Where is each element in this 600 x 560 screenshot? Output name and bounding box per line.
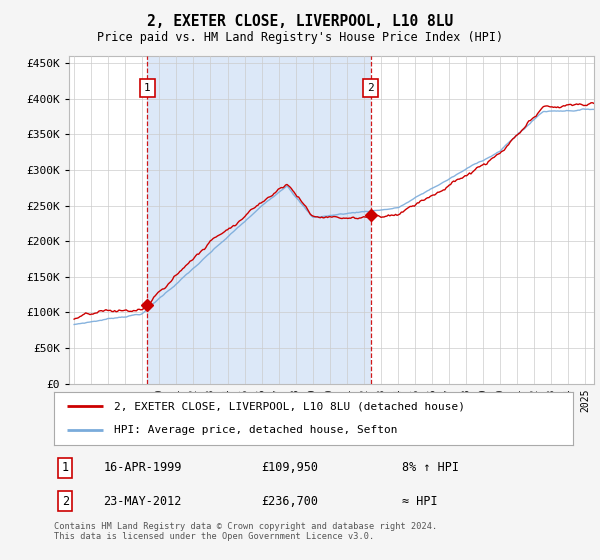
Text: 2: 2 [367,83,374,93]
Text: Price paid vs. HM Land Registry's House Price Index (HPI): Price paid vs. HM Land Registry's House … [97,31,503,44]
Text: 2, EXETER CLOSE, LIVERPOOL, L10 8LU: 2, EXETER CLOSE, LIVERPOOL, L10 8LU [147,14,453,29]
Text: 16-APR-1999: 16-APR-1999 [103,461,182,474]
Text: 1: 1 [62,461,69,474]
Text: 1: 1 [144,83,151,93]
Text: 8% ↑ HPI: 8% ↑ HPI [402,461,459,474]
Text: ≈ HPI: ≈ HPI [402,494,437,508]
Text: 23-MAY-2012: 23-MAY-2012 [103,494,182,508]
Text: Contains HM Land Registry data © Crown copyright and database right 2024.
This d: Contains HM Land Registry data © Crown c… [54,522,437,542]
Text: HPI: Average price, detached house, Sefton: HPI: Average price, detached house, Seft… [113,425,397,435]
Text: £236,700: £236,700 [262,494,319,508]
Text: 2: 2 [62,494,69,508]
Text: 2, EXETER CLOSE, LIVERPOOL, L10 8LU (detached house): 2, EXETER CLOSE, LIVERPOOL, L10 8LU (det… [113,402,464,412]
Text: £109,950: £109,950 [262,461,319,474]
Bar [147,56,371,384]
